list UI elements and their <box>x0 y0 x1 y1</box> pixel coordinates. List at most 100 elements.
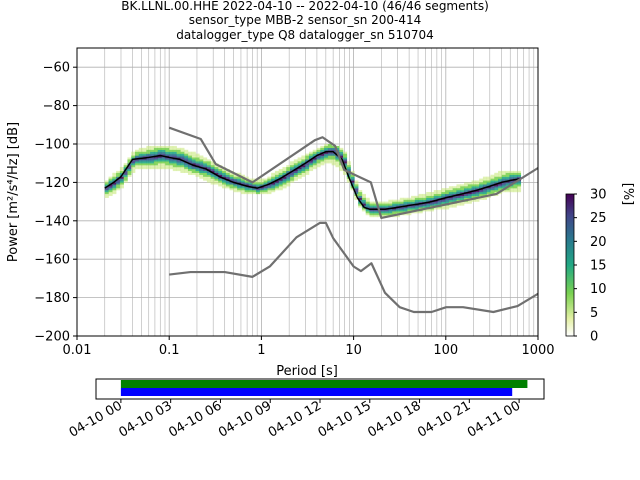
histogram-cell <box>116 170 121 173</box>
histogram-cell <box>380 205 385 208</box>
histogram-cell <box>172 163 177 166</box>
histogram-cell <box>271 184 276 187</box>
grid <box>76 48 538 337</box>
histogram-cell <box>221 172 227 175</box>
histogram-cell <box>150 151 155 154</box>
histogram-cell <box>354 186 359 189</box>
histogram-cell <box>392 209 397 212</box>
histogram-cell <box>369 211 374 214</box>
histogram-cell <box>225 180 230 183</box>
histogram-cell <box>297 174 302 177</box>
histogram-cell <box>112 176 117 179</box>
histogram-cell <box>395 205 401 208</box>
histogram-cell <box>108 186 113 189</box>
histogram-cell <box>486 190 491 193</box>
histogram-cell <box>229 188 234 191</box>
histogram-cell <box>456 197 461 200</box>
histogram-cell <box>297 157 302 160</box>
histogram-cell <box>361 193 366 197</box>
histogram-cell <box>377 213 382 216</box>
histogram-cell <box>214 165 219 168</box>
histogram-cell <box>433 207 438 210</box>
histogram-cell <box>293 174 298 177</box>
histogram-cell <box>464 193 469 197</box>
histogram-cell <box>380 201 385 204</box>
histogram-cell <box>252 184 257 187</box>
histogram-cell <box>312 153 317 156</box>
histogram-cell <box>361 209 366 212</box>
histogram-cell <box>169 149 174 152</box>
histogram-cell <box>460 192 465 195</box>
histogram-cell <box>479 192 484 195</box>
histogram-cell <box>301 165 306 168</box>
histogram-cell <box>187 165 193 168</box>
histogram-cell <box>199 172 204 175</box>
histogram-cell <box>180 168 185 172</box>
histogram-cell <box>486 176 491 179</box>
histogram-cell <box>411 197 416 200</box>
histogram-cell <box>180 165 185 168</box>
histogram-cell <box>169 151 174 154</box>
histogram-cell <box>286 170 291 173</box>
histogram-cell <box>191 161 196 164</box>
histogram-cell <box>233 178 238 181</box>
histogram-cell <box>441 190 446 193</box>
histogram-cell <box>346 180 351 183</box>
histogram-cell <box>494 188 499 191</box>
histogram-cell <box>123 167 128 170</box>
timeline-tick-label: 04-10 03 <box>117 398 175 440</box>
histogram-cell <box>486 180 491 183</box>
histogram-cell <box>343 163 348 166</box>
histogram-cell <box>248 190 253 193</box>
histogram-cell <box>293 172 298 175</box>
histogram-cell <box>354 190 359 193</box>
histogram-cell <box>172 165 177 168</box>
histogram-cell <box>195 157 200 160</box>
used-segments-bar <box>120 388 513 396</box>
histogram-cell <box>153 165 158 168</box>
histogram-cell <box>229 184 234 187</box>
histogram-cell <box>339 165 344 168</box>
histogram-cell <box>516 190 522 193</box>
histogram-cell <box>271 182 276 185</box>
histogram-cell <box>157 167 162 170</box>
histogram-cell <box>187 151 193 154</box>
histogram-cell <box>426 203 431 206</box>
histogram-cell <box>206 159 211 162</box>
histogram-cell <box>452 192 457 195</box>
histogram-cell <box>123 172 128 175</box>
histogram-cell <box>327 157 332 160</box>
histogram-cell <box>263 186 268 189</box>
histogram-cell <box>108 190 113 193</box>
histogram-cell <box>123 180 128 183</box>
histogram-cell <box>426 193 431 197</box>
histogram-cell <box>282 176 287 179</box>
histogram-cell <box>191 159 196 162</box>
histogram-cell <box>233 180 238 183</box>
histogram-cell <box>346 165 351 168</box>
histogram-cell <box>343 153 348 156</box>
histogram-cell <box>346 167 351 170</box>
histogram-cell <box>293 168 298 172</box>
histogram-cell <box>395 211 401 214</box>
histogram-cell <box>513 174 518 177</box>
histogram-cell <box>157 153 162 156</box>
histogram-cell <box>165 151 170 154</box>
histogram-cell <box>456 186 461 189</box>
histogram-cell <box>407 199 412 202</box>
histogram-cell <box>293 176 298 179</box>
histogram-cell <box>187 155 193 158</box>
histogram-cell <box>142 149 147 152</box>
histogram-cell <box>259 182 264 185</box>
histogram-cell <box>467 186 472 189</box>
histogram-cell <box>237 176 242 179</box>
histogram-cell <box>150 163 155 166</box>
histogram-cell <box>271 186 276 189</box>
histogram-cell <box>119 182 124 185</box>
histogram-cell <box>187 161 193 164</box>
histogram-cell <box>214 170 219 173</box>
histogram-cell <box>464 190 469 193</box>
histogram-cell <box>112 174 117 177</box>
histogram-cell <box>104 192 109 195</box>
histogram-cell <box>153 163 158 166</box>
